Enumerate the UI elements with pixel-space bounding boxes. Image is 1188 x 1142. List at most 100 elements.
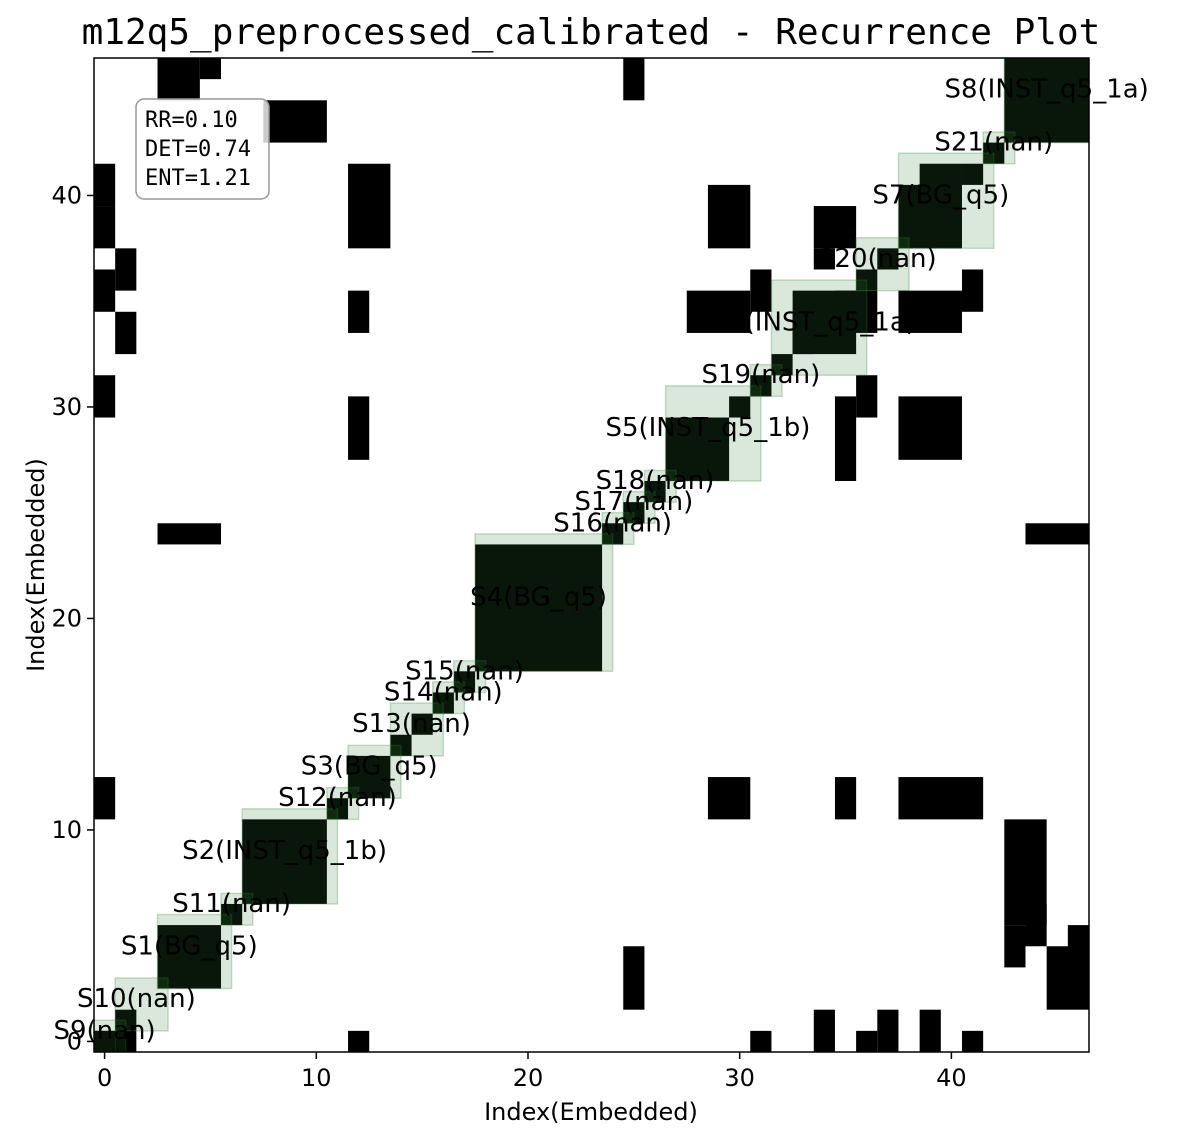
recurrence-cell — [157, 58, 200, 101]
recurrence-cell — [707, 184, 751, 249]
recurrence-cell — [813, 1009, 835, 1052]
recurrence-cell — [623, 946, 645, 1010]
segment-overlay — [1003, 58, 1089, 144]
recurrence-cell — [623, 58, 645, 101]
segment-labels: S9(nan)S10(nan) S1(BG_q5) S11(nan) S2(INST_… — [53, 75, 1148, 1046]
segment-overlay — [622, 490, 656, 525]
y-tick-label: 40 — [51, 181, 82, 209]
y-axis-ticks: 0 10 20 30 40 — [51, 181, 94, 1055]
segment-label: S18(nan) — [596, 466, 715, 496]
recurrence-cell — [834, 290, 878, 333]
recurrence-cell — [898, 290, 962, 333]
recurrence-cell — [856, 375, 878, 418]
segment-label: S10(nan) — [77, 984, 196, 1014]
segment-label: S1(BG_q5) — [121, 931, 258, 961]
y-axis-label: Index(Embedded) — [22, 458, 50, 672]
recurrence-cell — [623, 502, 645, 524]
recurrence-cell — [834, 396, 857, 481]
segment-overlay — [855, 237, 910, 292]
recurrence-cell — [263, 100, 327, 143]
recurrence-cell — [1025, 523, 1089, 545]
y-tick-label: 0 — [67, 1027, 82, 1055]
recurrence-cell — [157, 925, 222, 989]
recurrence-cell — [348, 755, 391, 799]
recurrence-matrix — [94, 58, 1089, 1052]
segment-overlay — [94, 1019, 127, 1052]
recurrence-cell — [813, 248, 835, 270]
recurrence-cell — [644, 480, 666, 503]
recurrence-cell — [94, 777, 116, 820]
recurrence-cell — [411, 713, 433, 735]
recurrence-cell — [898, 396, 962, 460]
recurrence-cell — [94, 206, 116, 249]
stats-box: RR=0.10 DET=0.74 ENT=1.21 — [135, 98, 270, 200]
recurrence-cell — [665, 417, 730, 481]
recurrence-cell — [983, 142, 1005, 164]
segment-label: S9(nan) — [53, 1016, 155, 1046]
plot-frame — [93, 57, 1090, 1053]
segment-overlay — [749, 363, 783, 398]
y-tick-label: 20 — [51, 604, 82, 632]
recurrence-cell — [453, 671, 476, 693]
segment-overlay — [770, 279, 868, 376]
segment-label: S14(nan) — [384, 677, 503, 707]
segment-overlays — [94, 58, 1089, 1052]
segment-overlay — [326, 786, 360, 821]
stats-box-frame — [135, 98, 270, 200]
recurrence-cell — [707, 777, 751, 820]
recurrence-cell — [432, 692, 454, 714]
recurrence-cell — [834, 777, 857, 820]
segment-overlay — [643, 469, 677, 503]
segment-overlay — [114, 977, 169, 1032]
segment-label: S6(INST_q5_1a) — [712, 307, 916, 337]
recurrence-cell — [602, 523, 624, 545]
recurrence-cell — [157, 523, 222, 545]
recurrence-cell — [115, 248, 137, 291]
recurrence-cell — [813, 206, 857, 249]
recurrence-cell — [242, 819, 327, 904]
recurrence-cell — [961, 269, 984, 312]
segment-label: S5(INST_q5_1b) — [605, 413, 810, 443]
recurrence-cell — [348, 290, 370, 333]
recurrence-cell — [221, 903, 243, 926]
segment-overlay — [389, 702, 445, 757]
recurrence-cell — [94, 269, 116, 312]
recurrence-cell — [856, 269, 878, 291]
plot-area — [94, 58, 1089, 1052]
recurrence-cell — [750, 1030, 772, 1052]
segment-overlay — [156, 913, 233, 990]
y-tick-label: 30 — [51, 393, 82, 421]
recurrence-cell — [326, 798, 349, 820]
segment-label: S7(BG_q5) — [872, 180, 1009, 210]
segment-overlay — [220, 892, 254, 926]
recurrence-cell — [877, 248, 899, 270]
recurrence-cell — [1004, 925, 1026, 968]
segment-label: S4(BG_q5) — [470, 582, 607, 612]
segment-overlay — [241, 808, 339, 905]
recurrence-cell — [919, 1009, 941, 1052]
recurrence-cell — [348, 163, 391, 249]
recurrence-cell — [94, 163, 116, 207]
segment-overlay — [897, 152, 995, 250]
x-tick-label: 20 — [513, 1064, 544, 1092]
y-tick-label: 10 — [51, 816, 82, 844]
recurrence-cell — [348, 1030, 370, 1052]
x-tick-label: 30 — [724, 1064, 755, 1092]
x-axis-label: Index(Embedded) — [484, 1098, 698, 1126]
recurrence-cell — [475, 544, 603, 672]
recurrence-cell — [94, 375, 116, 418]
segment-label: S20(nan) — [818, 244, 937, 274]
recurrence-cell — [792, 311, 814, 355]
recurrence-cell — [856, 1030, 878, 1052]
recurrence-cell — [115, 1030, 137, 1052]
segment-label: S15(nan) — [405, 656, 524, 686]
recurrence-cell — [1025, 903, 1047, 947]
recurrence-cell — [348, 396, 370, 460]
recurrence-cell — [94, 1030, 116, 1052]
segment-label: S12(nan) — [278, 783, 397, 813]
segment-label: S8(INST_q5_1a) — [944, 75, 1148, 105]
x-tick-label: 0 — [97, 1064, 112, 1092]
segment-label: S2(INST_q5_1b) — [182, 836, 387, 866]
segment-label: S21(nan) — [934, 128, 1053, 158]
